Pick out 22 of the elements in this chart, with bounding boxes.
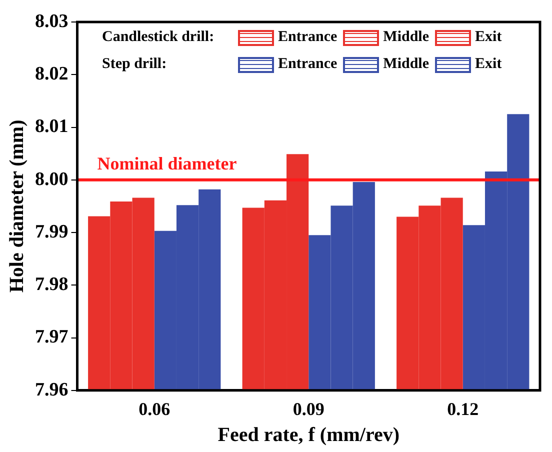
y-tick-label: 8.00 [35, 168, 68, 190]
annotation: Step drill: [101, 56, 168, 73]
legend-label: Middle [383, 56, 430, 73]
legend-label: Entrance [278, 56, 338, 73]
x-tick-label: 0.06 [138, 398, 170, 419]
legend-label: Exit [475, 29, 502, 46]
y-tick-label: 7.96 [35, 379, 68, 400]
x-tick-label: 0.12 [447, 398, 479, 419]
ref-line-label: Nominal diameter [97, 154, 237, 174]
legend-label: Exit [475, 56, 502, 73]
y-tick-label: 7.97 [35, 326, 69, 348]
y-tick-label: 8.01 [35, 116, 68, 138]
y-tick-label: 8.02 [35, 64, 68, 85]
annotation: Candlestick drill: [101, 29, 216, 46]
y-axis-title: Hole diameter (mm) [6, 120, 28, 293]
x-tick-label: 0.09 [292, 398, 324, 419]
y-tick-label: 8.03 [35, 10, 68, 32]
x-axis-title: Feed rate, f (mm/rev) [218, 424, 400, 446]
y-tick-label: 7.99 [35, 221, 68, 242]
legend-label: Middle [383, 29, 430, 46]
y-tick-label: 7.98 [35, 274, 68, 296]
legend-label: Entrance [278, 29, 338, 46]
